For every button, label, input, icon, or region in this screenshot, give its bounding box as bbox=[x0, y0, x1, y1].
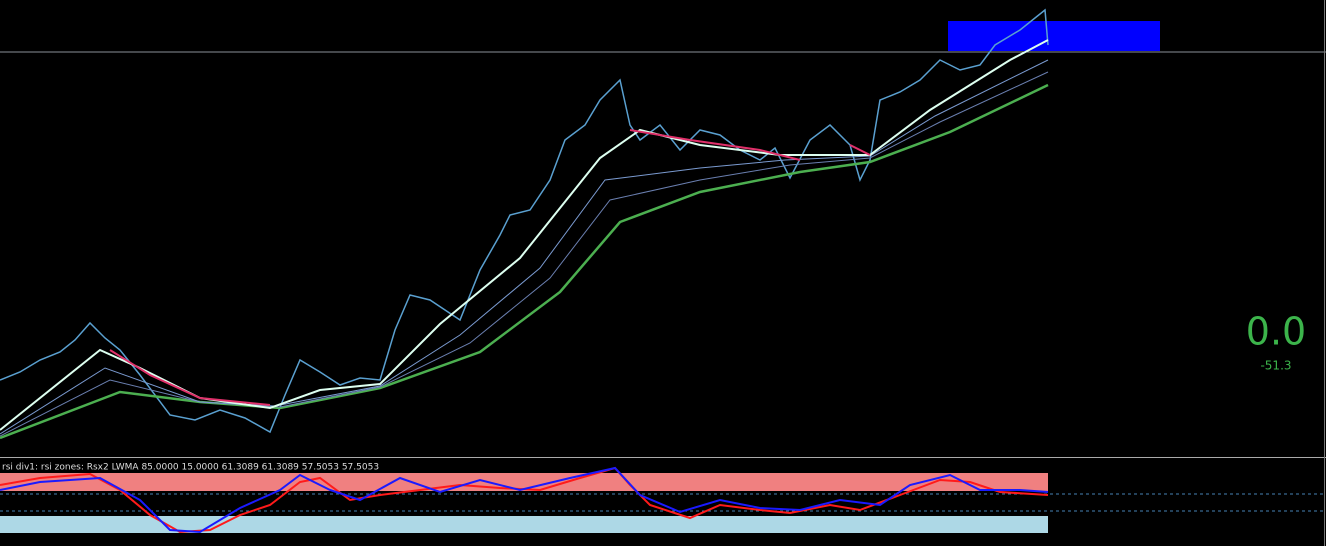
indicator-value: 0.0 bbox=[1246, 310, 1306, 354]
main-chart: 0.0 -51.3 bbox=[0, 8, 1326, 440]
slow-ma bbox=[0, 83, 1049, 440]
highlight-box bbox=[948, 21, 1160, 51]
rsi-subwindow: rsi div1: rsi zones: Rsx2 LWMA 85.0000 1… bbox=[0, 463, 1326, 534]
down-trend-ma bbox=[109, 129, 871, 406]
subwindow-label: rsi div1: rsi zones: Rsx2 LWMA 85.0000 1… bbox=[2, 463, 379, 473]
signal-line bbox=[0, 466, 1049, 534]
overbought-zone bbox=[0, 473, 1048, 491]
fast-ma bbox=[0, 39, 1049, 431]
indicator-change: -51.3 bbox=[1260, 359, 1291, 373]
price-candles bbox=[0, 8, 1049, 434]
oversold-zone bbox=[0, 516, 1048, 533]
